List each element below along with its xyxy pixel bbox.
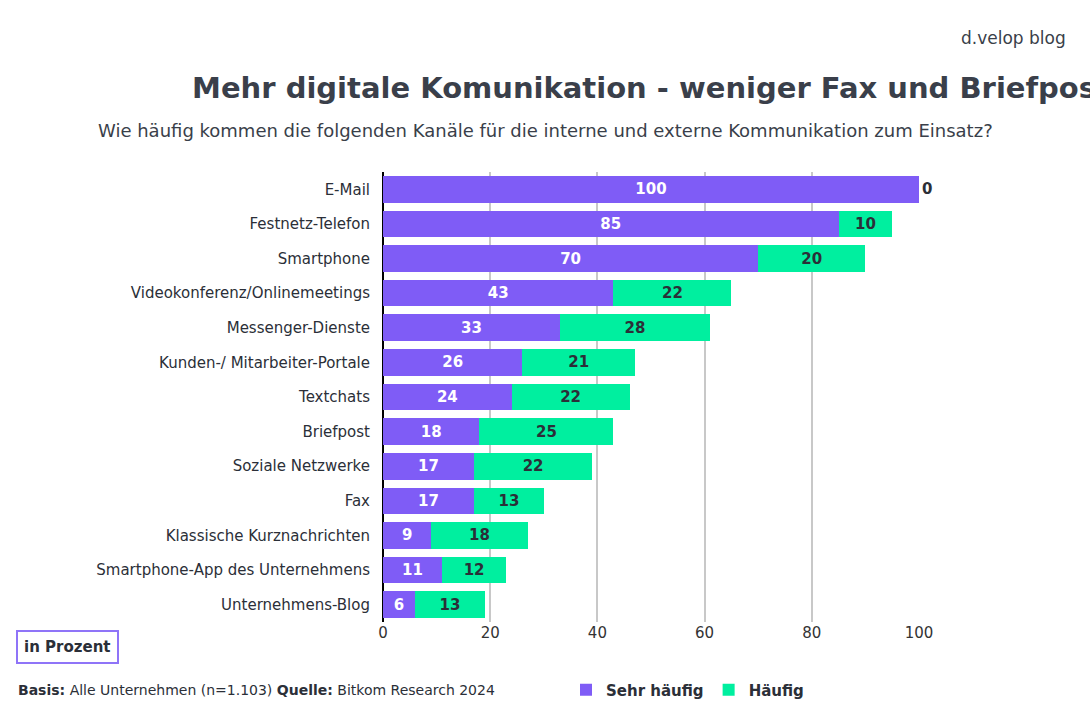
svg-text:17: 17 [418,492,439,510]
svg-text:Kunden-/ Mitarbeiter-Portale: Kunden-/ Mitarbeiter-Portale [159,354,370,372]
svg-text:6: 6 [394,596,404,614]
svg-text:Wie häufig kommen die folgende: Wie häufig kommen die folgenden Kanäle f… [98,120,993,141]
svg-text:Häufig: Häufig [749,682,804,700]
svg-text:22: 22 [662,284,683,302]
svg-text:28: 28 [624,319,645,337]
svg-text:E-Mail: E-Mail [325,181,370,199]
svg-text:0: 0 [922,180,932,198]
svg-text:18: 18 [469,526,490,544]
svg-text:9: 9 [402,526,412,544]
svg-text:Soziale Netzwerke: Soziale Netzwerke [233,457,370,475]
svg-text:Basis: Alle Unternehmen (n=1.1: Basis: Alle Unternehmen (n=1.103) Quelle… [18,682,495,698]
svg-text:11: 11 [402,561,423,579]
svg-text:43: 43 [488,284,509,302]
svg-text:Textchats: Textchats [298,388,370,406]
svg-text:24: 24 [437,388,458,406]
svg-text:100: 100 [905,624,934,642]
svg-text:Smartphone-App des Unternehmen: Smartphone-App des Unternehmens [96,561,370,579]
svg-text:33: 33 [461,319,482,337]
svg-text:85: 85 [600,215,621,233]
svg-text:100: 100 [635,180,666,198]
svg-text:Unternehmens-Blog: Unternehmens-Blog [221,596,370,614]
svg-text:12: 12 [464,561,485,579]
svg-text:22: 22 [523,457,544,475]
svg-text:13: 13 [499,492,520,510]
svg-text:18: 18 [421,423,442,441]
svg-text:40: 40 [588,624,607,642]
svg-text:in Prozent: in Prozent [24,638,111,656]
svg-text:0: 0 [378,624,388,642]
svg-text:Festnetz-Telefon: Festnetz-Telefon [250,215,370,233]
svg-text:Smartphone: Smartphone [278,250,370,268]
svg-text:Sehr häufig: Sehr häufig [606,682,704,700]
svg-text:22: 22 [560,388,581,406]
svg-text:70: 70 [560,250,581,268]
svg-text:Videokonferenz/Onlinemeetings: Videokonferenz/Onlinemeetings [131,284,370,302]
svg-text:60: 60 [695,624,714,642]
svg-text:26: 26 [442,353,463,371]
svg-text:10: 10 [855,215,876,233]
svg-text:20: 20 [801,250,822,268]
svg-text:d.velop blog: d.velop blog [961,28,1066,48]
svg-text:Mehr digitale Komunikation - w: Mehr digitale Komunikation - weniger Fax… [192,71,1090,105]
svg-text:Briefpost: Briefpost [302,423,370,441]
svg-text:21: 21 [568,353,589,371]
svg-text:80: 80 [802,624,821,642]
svg-text:17: 17 [418,457,439,475]
svg-text:25: 25 [536,423,557,441]
svg-text:Fax: Fax [345,492,370,510]
svg-text:20: 20 [481,624,500,642]
svg-text:Klassische Kurznachrichten: Klassische Kurznachrichten [166,527,370,545]
svg-text:13: 13 [440,596,461,614]
svg-text:Messenger-Dienste: Messenger-Dienste [227,319,370,337]
